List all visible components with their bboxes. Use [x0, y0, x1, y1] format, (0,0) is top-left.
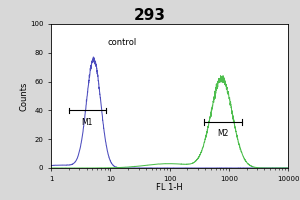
Y-axis label: Counts: Counts — [20, 81, 28, 111]
Text: control: control — [107, 38, 136, 47]
Text: M2: M2 — [217, 129, 229, 138]
X-axis label: FL 1-H: FL 1-H — [156, 183, 183, 192]
Text: 293: 293 — [134, 8, 166, 23]
Text: M1: M1 — [82, 118, 93, 127]
